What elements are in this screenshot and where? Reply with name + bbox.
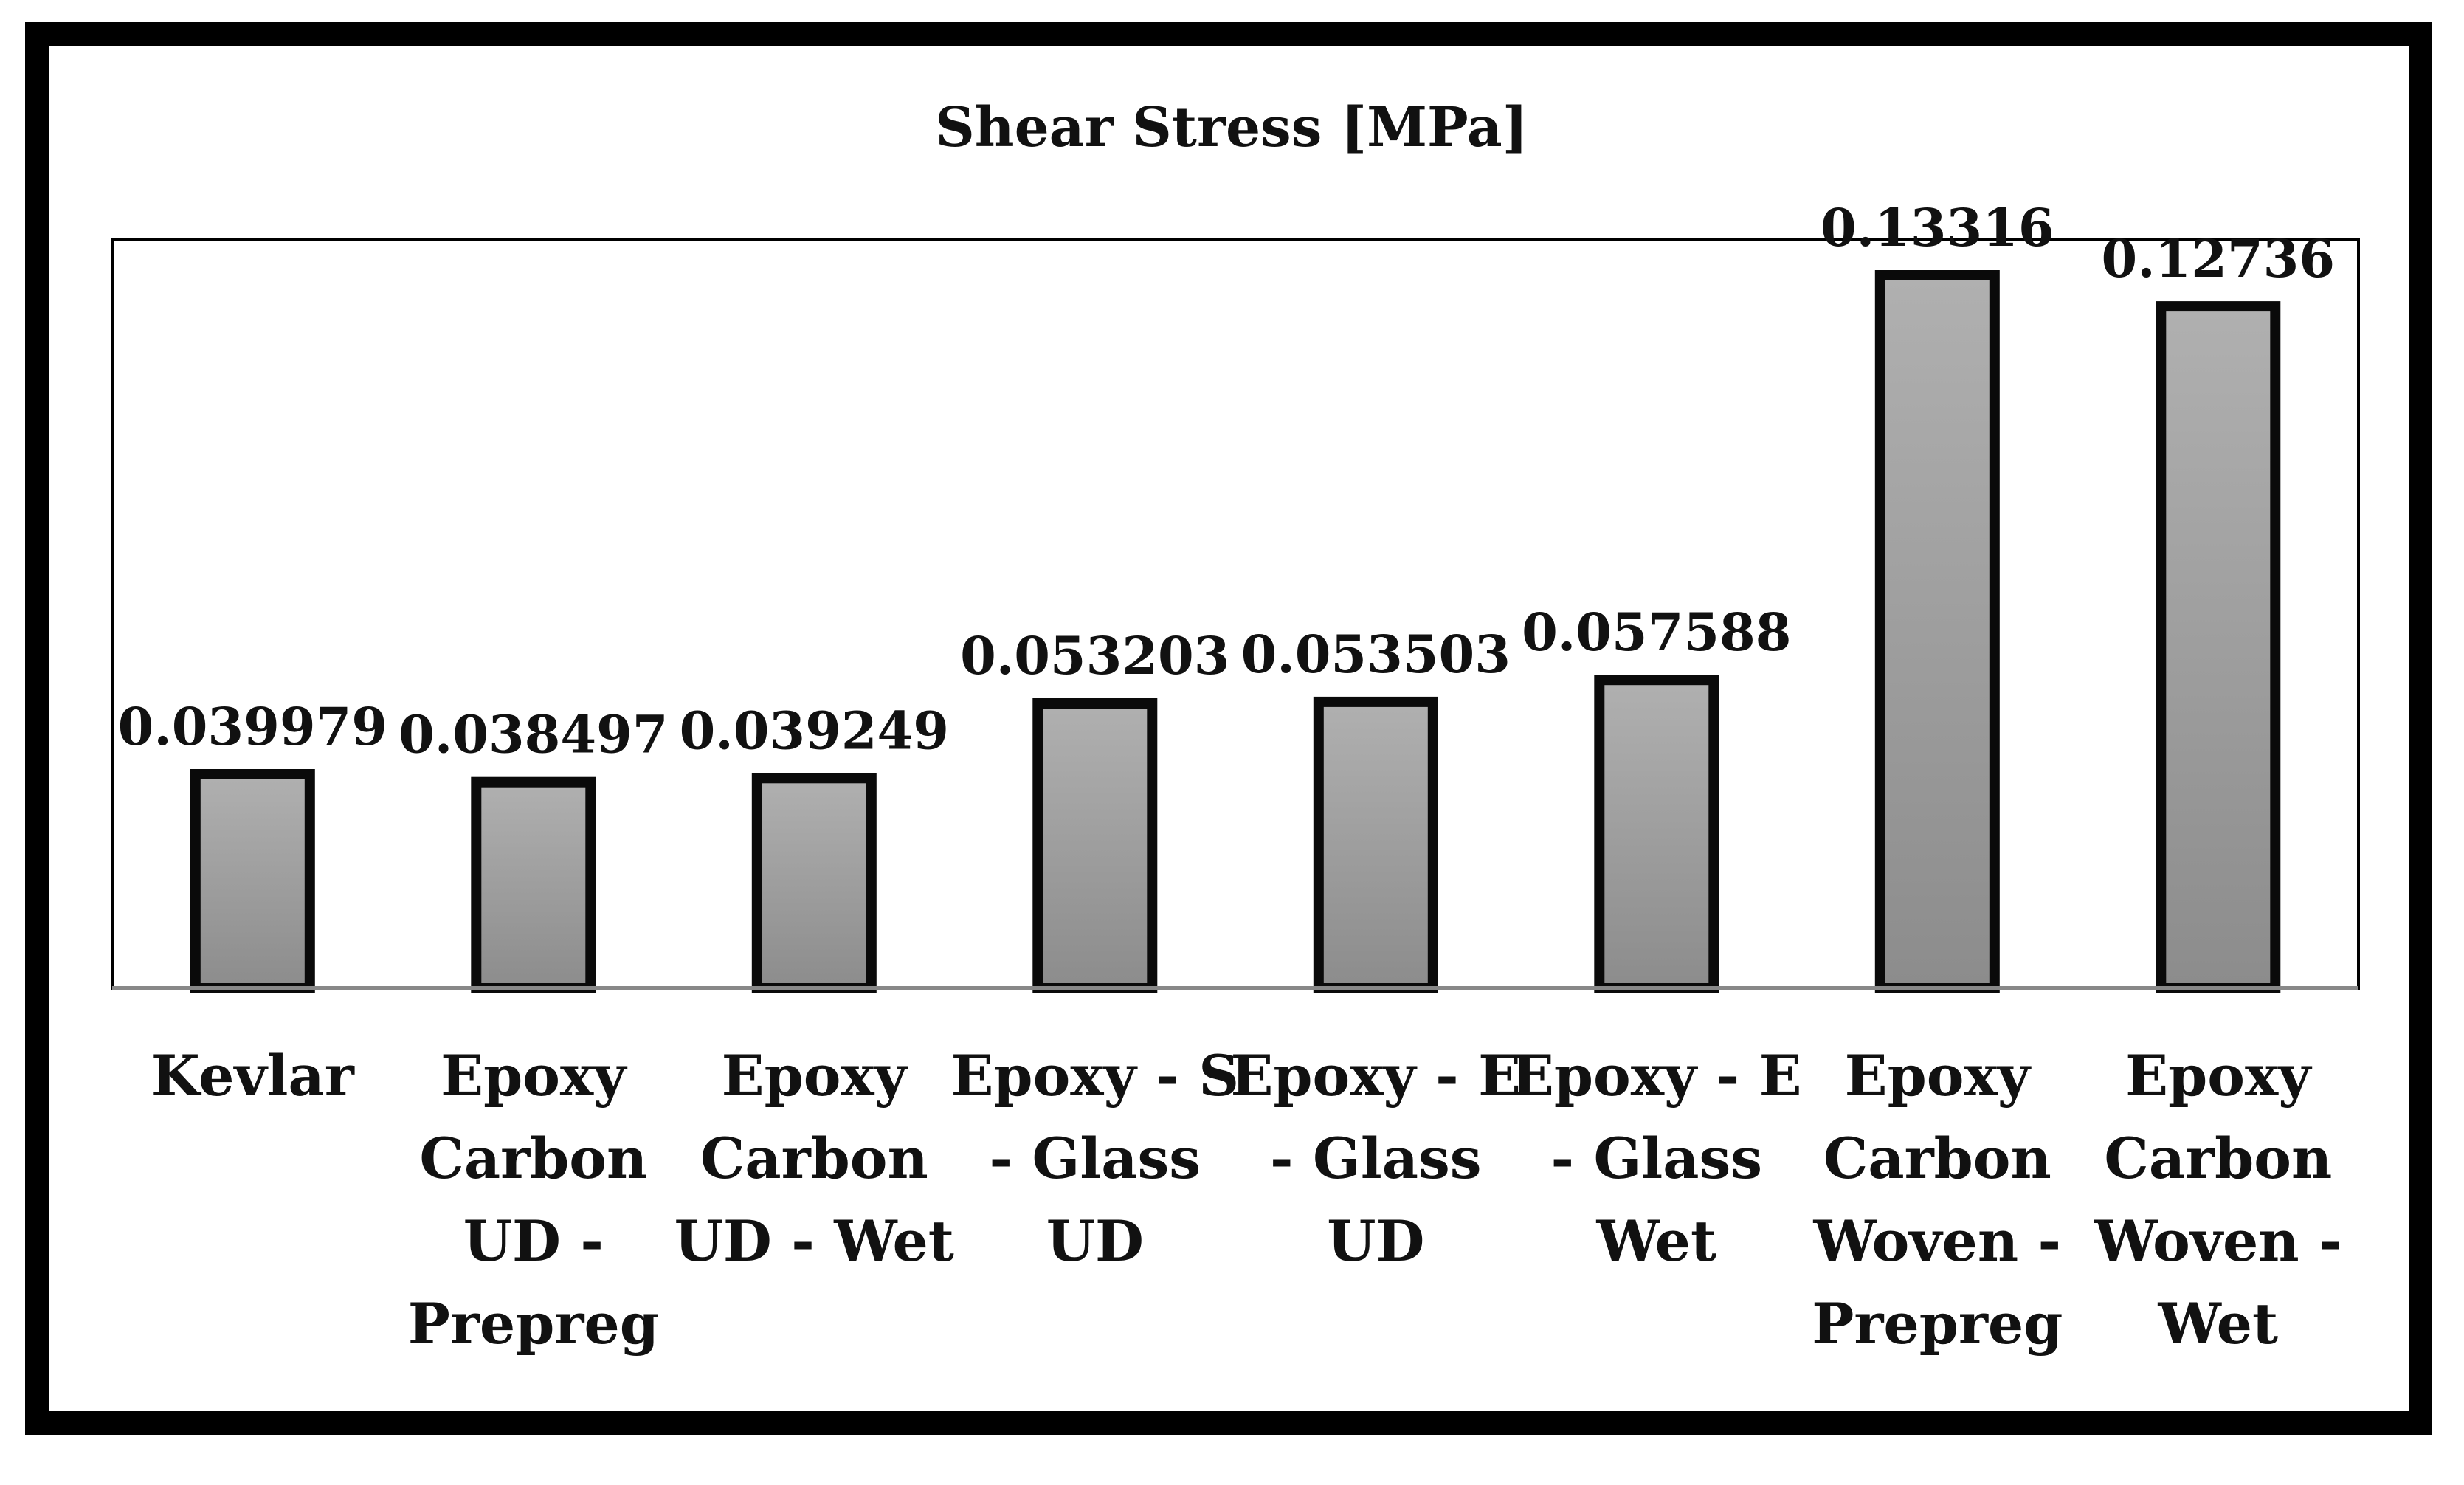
category-label-line: Wet [1595, 1208, 1716, 1274]
category-label-line: Carbon [1823, 1126, 2051, 1191]
category-label-line: Carbon [2104, 1126, 2332, 1191]
bar-6 [1594, 675, 1719, 993]
bar-7 [1874, 270, 2000, 993]
value-label-7: 0.13316 [1821, 197, 2054, 258]
category-label-line: Epoxy - E [1511, 1043, 1802, 1109]
bar-5 [1313, 696, 1438, 994]
category-label-8: Epoxy Carbon Woven - Wet [2094, 1043, 2342, 1357]
category-label-line: Epoxy [2125, 1043, 2312, 1109]
category-label-line: Epoxy [441, 1043, 627, 1109]
chart-title: Shear Stress [MPa] [935, 96, 1528, 159]
value-label-8: 0.12736 [2101, 228, 2335, 289]
category-label-line: - Glass [1550, 1126, 1762, 1191]
category-label-line: Prepreg [1812, 1291, 2063, 1357]
category-label-line: Epoxy [722, 1043, 908, 1109]
value-label-1: 0.039979 [118, 696, 387, 757]
category-label-1: Kevlar [151, 1043, 355, 1109]
category-label-5: Epoxy - E - Glass UD [1230, 1043, 1521, 1274]
bar-8 [2156, 301, 2281, 994]
category-label-line: UD [1327, 1208, 1424, 1274]
category-label-6: Epoxy - E - Glass Wet [1511, 1043, 1802, 1274]
category-label-line: Epoxy - S [951, 1043, 1240, 1109]
category-label-3: Epoxy Carbon UD - Wet [674, 1043, 954, 1274]
category-label-line: Woven - [1812, 1208, 2061, 1274]
category-label-line: Wet [2157, 1291, 2278, 1357]
category-label-line: Woven - [2094, 1208, 2342, 1274]
category-label-line: Prepreg [408, 1291, 659, 1357]
category-label-7: Epoxy Carbon Woven - Prepreg [1812, 1043, 2063, 1357]
category-label-4: Epoxy - S - Glass UD [951, 1043, 1240, 1274]
category-label-line: - Glass [1270, 1126, 1482, 1191]
bar-2 [471, 776, 596, 993]
category-label-line: - Glass [989, 1126, 1201, 1191]
bar-1 [190, 769, 315, 993]
category-label-line: Epoxy - E [1230, 1043, 1521, 1109]
bar-4 [1032, 698, 1158, 993]
value-label-2: 0.038497 [398, 704, 668, 765]
category-label-line: Epoxy [1845, 1043, 2032, 1109]
category-labels-layer: Kevlar Epoxy Carbon UD - Prepreg Epoxy Carbon U… [151, 1043, 2342, 1357]
category-label-line: Carbon [700, 1126, 928, 1191]
value-label-6: 0.057588 [1522, 602, 1791, 663]
category-label-line: Kevlar [151, 1043, 355, 1109]
category-label-line: UD - [463, 1208, 604, 1274]
category-label-line: UD - Wet [674, 1208, 954, 1274]
category-label-line: Carbon [419, 1126, 647, 1191]
plot-area-border [111, 238, 2360, 990]
value-label-4: 0.053203 [960, 625, 1229, 686]
category-label-2: Epoxy Carbon UD - Prepreg [408, 1043, 659, 1357]
value-label-3: 0.039249 [680, 700, 949, 761]
value-label-5: 0.053503 [1241, 624, 1511, 685]
category-label-line: UD [1046, 1208, 1144, 1274]
bar-3 [751, 773, 877, 994]
